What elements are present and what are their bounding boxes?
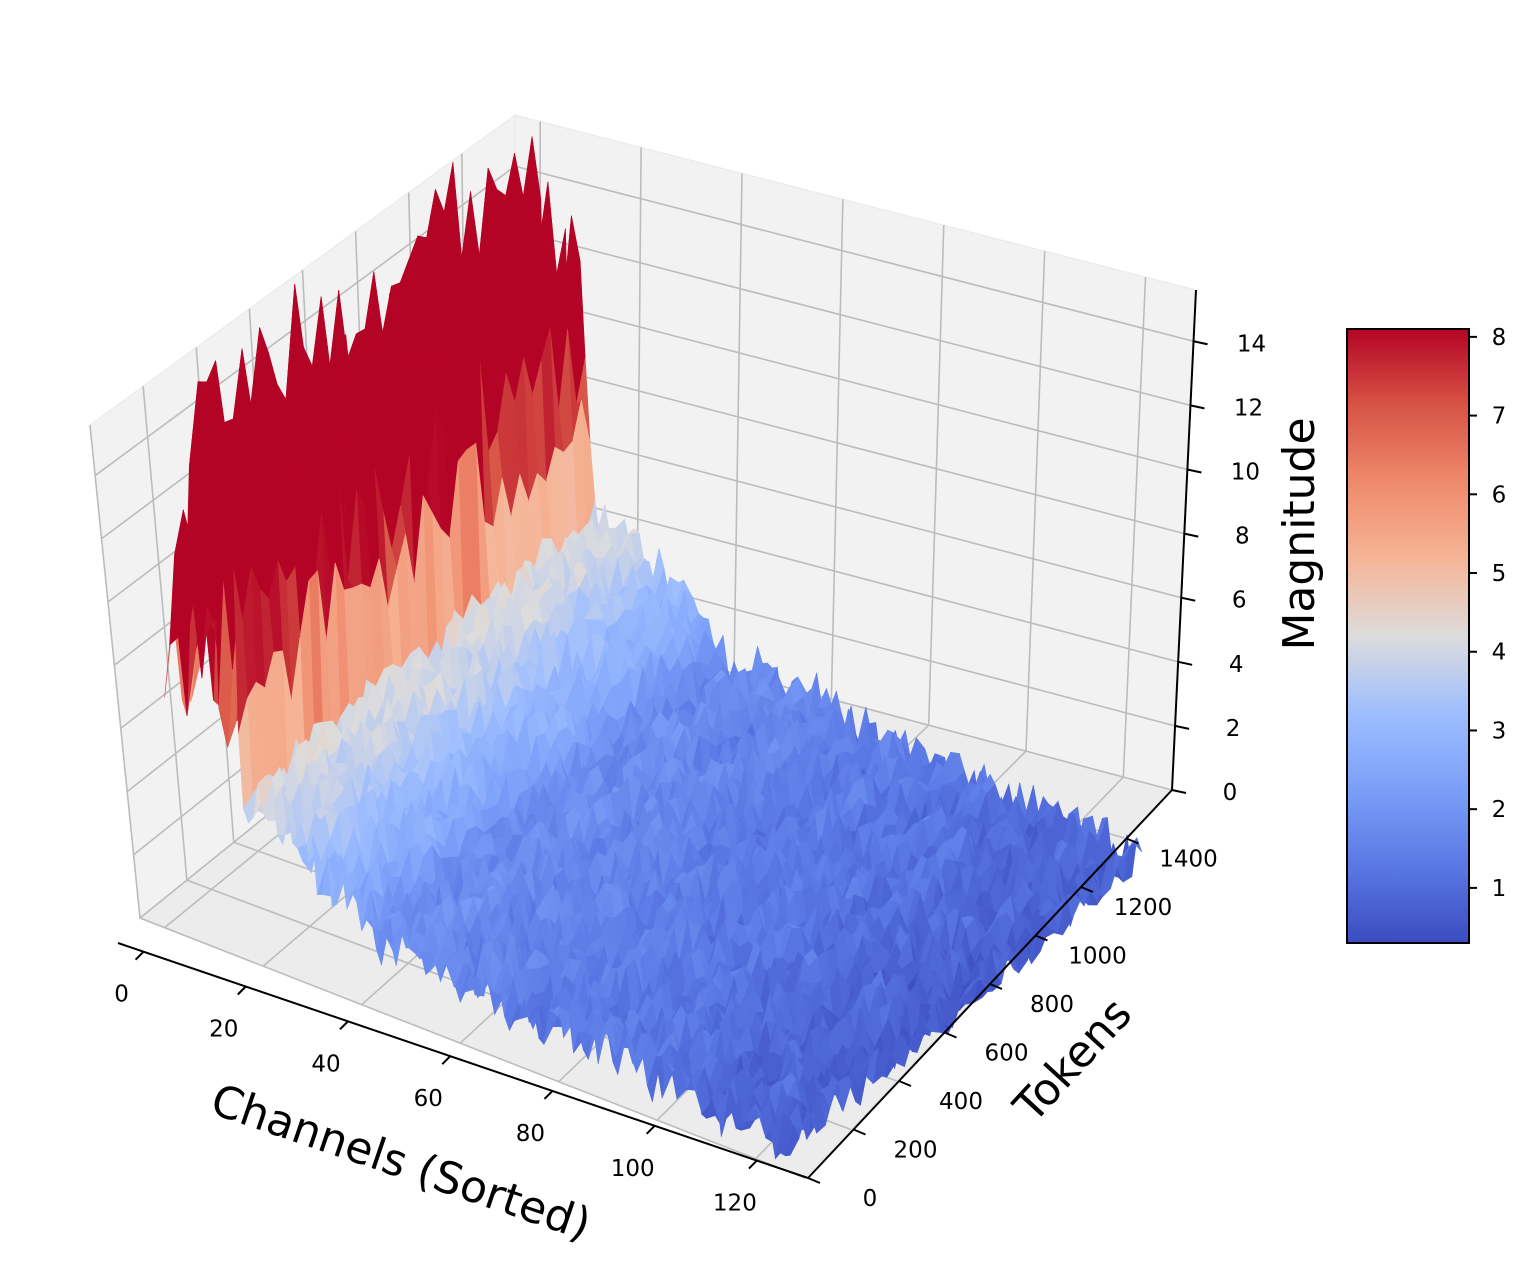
surface-plot	[164, 136, 1143, 1160]
y-grid-line	[89, 424, 806, 1179]
